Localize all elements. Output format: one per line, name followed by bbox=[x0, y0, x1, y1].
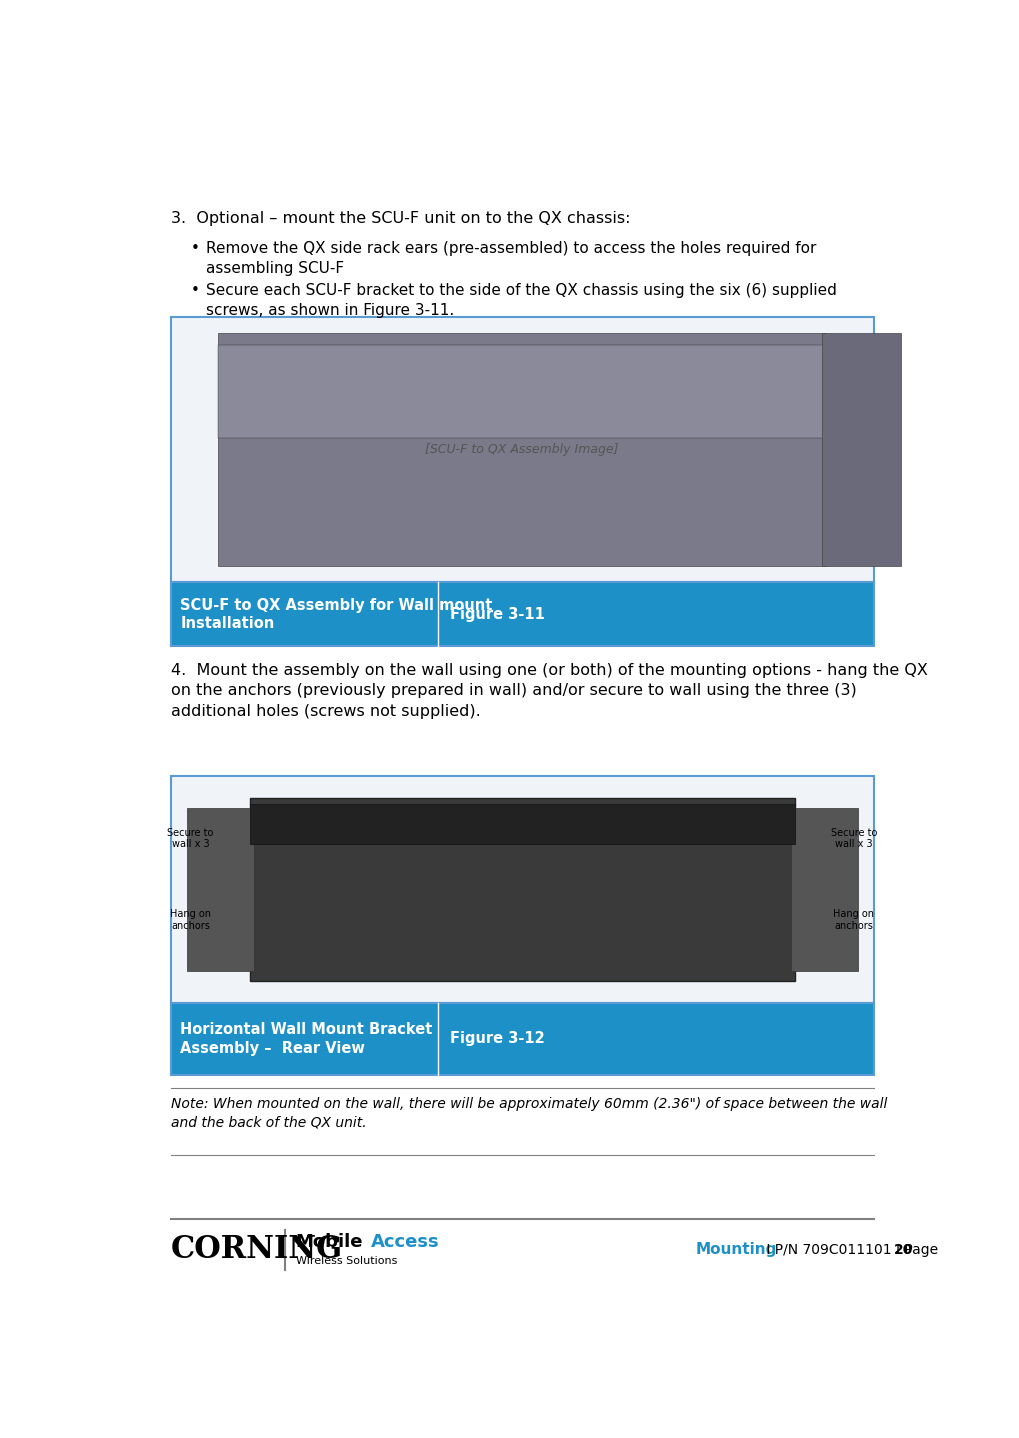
Text: Wireless Solutions: Wireless Solutions bbox=[296, 1255, 397, 1265]
Text: Secure to
wall x 3: Secure to wall x 3 bbox=[830, 827, 877, 848]
FancyBboxPatch shape bbox=[791, 808, 858, 972]
Text: Figure 3-11: Figure 3-11 bbox=[449, 607, 544, 621]
Text: Mobile: Mobile bbox=[296, 1234, 363, 1251]
FancyBboxPatch shape bbox=[218, 345, 826, 437]
Text: Secure to
wall x 3: Secure to wall x 3 bbox=[167, 827, 214, 848]
Text: CORNING: CORNING bbox=[171, 1234, 343, 1265]
FancyBboxPatch shape bbox=[171, 316, 873, 582]
Text: 3.  Optional – mount the SCU-F unit on to the QX chassis:: 3. Optional – mount the SCU-F unit on to… bbox=[171, 211, 631, 226]
Text: Note: When mounted on the wall, there will be approximately 60mm (2.36") of spac: Note: When mounted on the wall, there wi… bbox=[171, 1097, 888, 1129]
Text: Hang on
anchors: Hang on anchors bbox=[170, 909, 211, 930]
Text: Secure each SCU-F bracket to the side of the QX chassis using the six (6) suppli: Secure each SCU-F bracket to the side of… bbox=[206, 283, 838, 318]
Text: •: • bbox=[191, 242, 200, 256]
Text: 20: 20 bbox=[895, 1242, 914, 1257]
Text: [SCU-F to QX Assembly Image]: [SCU-F to QX Assembly Image] bbox=[426, 443, 619, 456]
Text: I P/N 709C011101 I Page: I P/N 709C011101 I Page bbox=[761, 1242, 942, 1257]
FancyBboxPatch shape bbox=[822, 334, 901, 565]
Text: •: • bbox=[191, 283, 200, 298]
Text: Horizontal Wall Mount Bracket
Assembly –  Rear View: Horizontal Wall Mount Bracket Assembly –… bbox=[180, 1022, 433, 1055]
Text: Figure 3-12: Figure 3-12 bbox=[449, 1031, 544, 1047]
Text: Hang on
anchors: Hang on anchors bbox=[834, 909, 874, 930]
FancyBboxPatch shape bbox=[171, 582, 873, 647]
Text: 4.  Mount the assembly on the wall using one (or both) of the mounting options -: 4. Mount the assembly on the wall using … bbox=[171, 663, 927, 719]
Text: Mounting: Mounting bbox=[696, 1242, 777, 1257]
FancyBboxPatch shape bbox=[250, 798, 795, 981]
FancyBboxPatch shape bbox=[171, 777, 873, 1004]
Text: SCU-F to QX Assembly for Wall mount
Installation: SCU-F to QX Assembly for Wall mount Inst… bbox=[180, 598, 492, 631]
FancyBboxPatch shape bbox=[171, 1004, 873, 1076]
FancyBboxPatch shape bbox=[218, 334, 826, 565]
Text: Access: Access bbox=[371, 1234, 439, 1251]
Text: Remove the QX side rack ears (pre-assembled) to access the holes required for
as: Remove the QX side rack ears (pre-assemb… bbox=[206, 242, 816, 276]
FancyBboxPatch shape bbox=[186, 808, 254, 972]
FancyBboxPatch shape bbox=[250, 804, 795, 844]
